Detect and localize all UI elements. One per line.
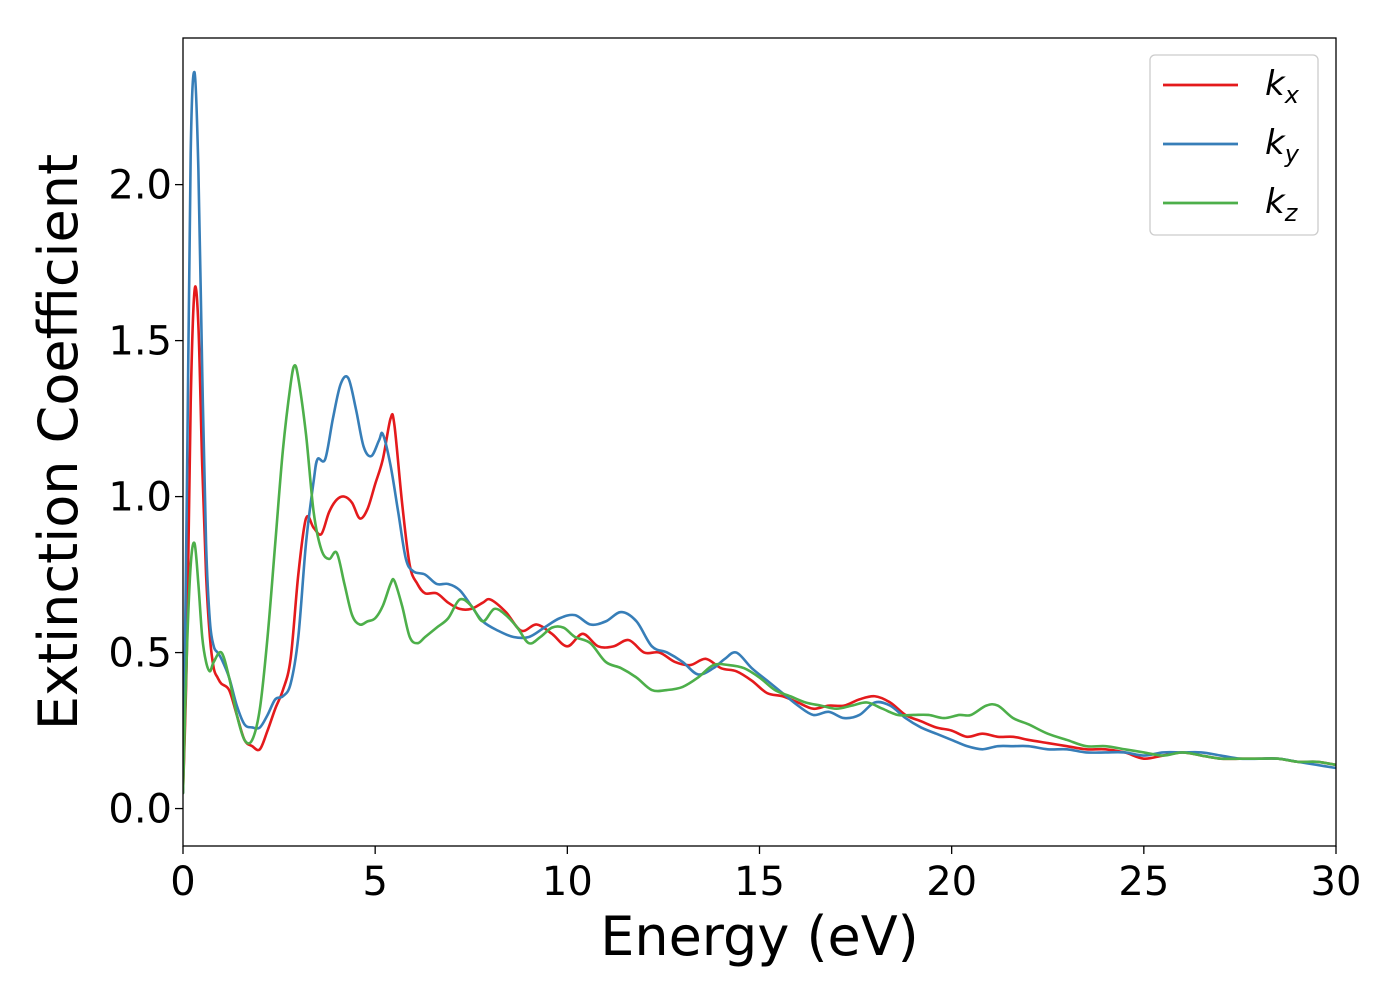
x-tick-label: 20 bbox=[926, 859, 977, 905]
legend-label-ky: ky bbox=[1265, 123, 1300, 168]
x-axis: 0 5 10 15 20 25 30 bbox=[170, 846, 1361, 905]
legend-items: kx ky kz bbox=[1163, 64, 1300, 227]
x-tick-label: 5 bbox=[362, 859, 387, 905]
series-line-kz bbox=[183, 364, 1336, 795]
legend-label-kz: kz bbox=[1265, 182, 1299, 227]
x-tick-label: 30 bbox=[1311, 859, 1362, 905]
x-axis-label: Energy (eV) bbox=[600, 905, 919, 968]
legend-label-kx: kx bbox=[1265, 64, 1300, 109]
series-layer bbox=[183, 70, 1336, 795]
y-axis-label: Extinction Coefficient bbox=[27, 154, 90, 730]
y-tick-label: 0.5 bbox=[108, 631, 172, 677]
x-tick-label: 25 bbox=[1118, 859, 1169, 905]
y-tick-label: 2.0 bbox=[108, 163, 172, 209]
legend: kx ky kz bbox=[1149, 54, 1319, 236]
x-tick-label: 15 bbox=[734, 859, 785, 905]
x-tick-label: 10 bbox=[542, 859, 593, 905]
y-tick-label: 1.0 bbox=[108, 475, 172, 521]
series-line-kx bbox=[183, 285, 1336, 795]
y-tick-label: 0.0 bbox=[108, 787, 172, 833]
y-axis: 0.0 0.5 1.0 1.5 2.0 bbox=[108, 163, 183, 833]
y-tick-label: 1.5 bbox=[108, 319, 172, 365]
x-tick-label: 0 bbox=[170, 859, 195, 905]
series-line-ky bbox=[183, 70, 1336, 795]
